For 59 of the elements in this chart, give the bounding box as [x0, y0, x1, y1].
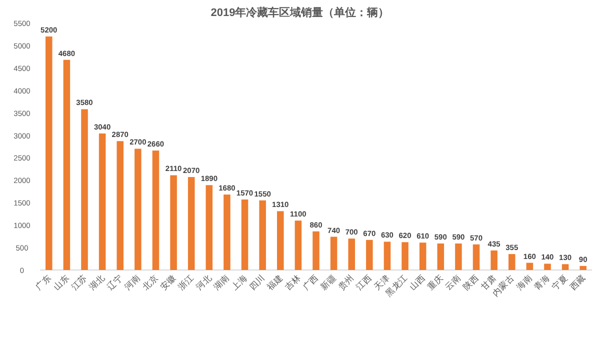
bar — [330, 236, 338, 270]
bar — [81, 109, 88, 270]
x-tick-label: 重庆 — [425, 272, 446, 292]
x-tick-label: 湖北 — [86, 272, 107, 292]
bar — [455, 244, 462, 270]
bar — [259, 200, 266, 270]
x-tick-label: 江苏 — [69, 272, 89, 292]
x-tick-label: 海南 — [514, 272, 534, 292]
x-tick-label: 广西 — [300, 272, 320, 292]
x-tick-label: 福建 — [265, 272, 285, 292]
bar — [98, 133, 106, 270]
bar — [472, 244, 480, 270]
bar — [116, 141, 124, 270]
bar — [152, 150, 160, 270]
bar — [437, 244, 444, 270]
x-tick-label: 河北 — [194, 272, 214, 292]
bar — [508, 254, 516, 270]
bar — [206, 185, 213, 270]
bar — [348, 238, 355, 270]
chart-title: 2019年冷藏车区域销量（单位：辆） — [210, 6, 390, 19]
x-tick-label: 安徽 — [158, 272, 178, 292]
bar — [402, 242, 408, 270]
x-tick-label: 上海 — [229, 272, 250, 292]
x-tick-label: 陕西 — [460, 272, 481, 292]
bar — [46, 36, 52, 270]
x-tick-label: 广东 — [34, 272, 54, 292]
bar — [580, 266, 586, 270]
x-tick-label: 辽宁 — [104, 272, 125, 292]
bar — [419, 242, 426, 270]
bar — [544, 264, 551, 270]
x-tick-label: 湖南 — [212, 272, 232, 292]
x-tick-label: 宁夏 — [550, 272, 570, 292]
bar — [384, 242, 391, 270]
bar — [562, 264, 569, 270]
x-tick-label: 贵州 — [336, 272, 356, 292]
bar — [312, 231, 320, 270]
x-tick-label: 北京 — [140, 272, 160, 292]
bar — [490, 250, 498, 270]
bar — [188, 177, 195, 270]
x-tick-label: 新疆 — [318, 272, 338, 292]
x-tick-label: 云南 — [443, 272, 463, 292]
x-tick-label: 江西 — [354, 272, 374, 292]
x-tick-label: 山东 — [51, 272, 72, 292]
x-tick-label: 四川 — [247, 272, 267, 292]
x-tick-label: 青海 — [532, 272, 552, 292]
bar — [294, 220, 302, 270]
bar — [170, 175, 177, 270]
bar — [241, 199, 248, 270]
x-tick-label: 河南 — [122, 272, 142, 292]
x-tick-label: 吉林 — [282, 272, 303, 292]
bar — [526, 262, 534, 270]
bar — [224, 194, 230, 270]
x-tick-label: 浙江 — [176, 272, 196, 292]
x-tick-label: 山西 — [407, 272, 428, 292]
x-tick-label: 西藏 — [568, 272, 588, 292]
bar — [63, 60, 70, 270]
bar — [134, 148, 142, 270]
bar — [277, 211, 284, 270]
bar — [366, 240, 373, 270]
